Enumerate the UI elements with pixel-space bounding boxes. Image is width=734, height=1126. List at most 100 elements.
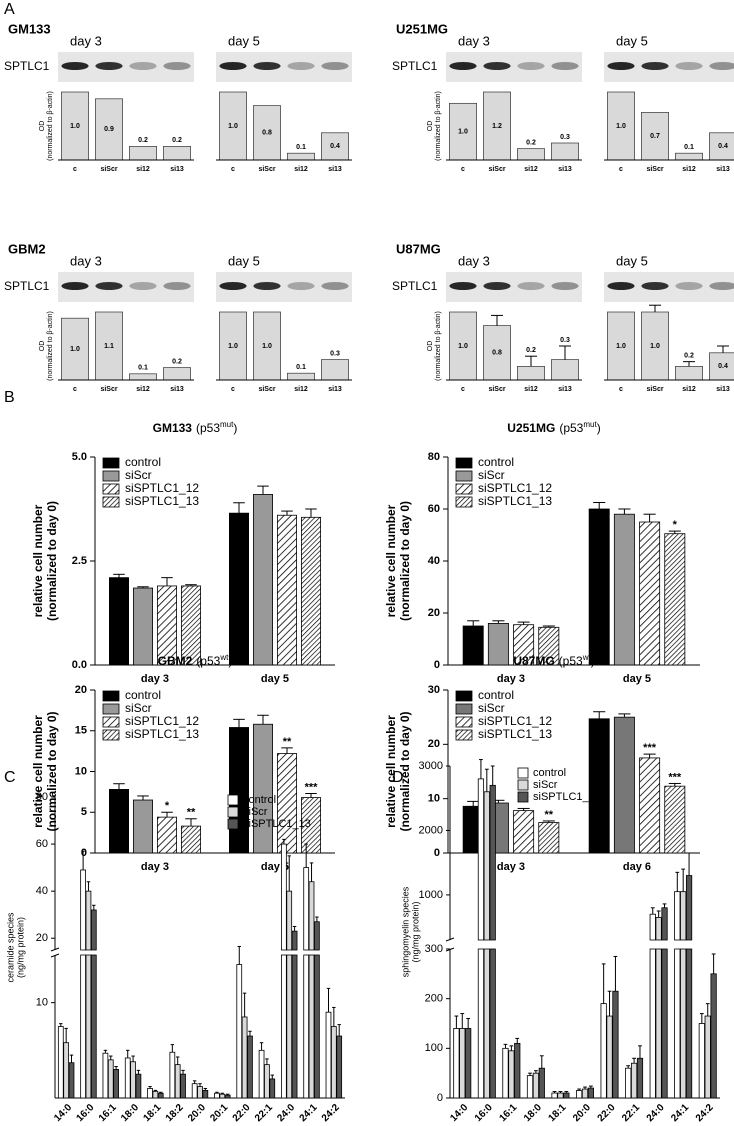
title-part: mut [583,420,597,429]
value-label: 0.4 [718,143,728,150]
bar [607,91,635,161]
blot-band [607,282,635,290]
y-tick-label: 20 [428,607,440,619]
x-tick-label: 22:1 [253,1102,275,1124]
bar [174,1064,181,1099]
bar [641,311,669,381]
x-tick-label: 18:0 [522,1102,544,1124]
bar-lower-part [661,948,668,1099]
blot-band [163,282,191,290]
bar [625,1067,632,1099]
value-label: 1.0 [70,123,80,130]
x-tick-label: c [619,166,623,173]
bar [613,716,635,854]
bar-lower-part [483,948,490,1099]
bar [588,718,610,854]
value-label: 1.0 [70,346,80,353]
bar [502,1047,509,1099]
legend-label: siScr [243,806,268,818]
chart-title: day 5 [616,33,648,48]
blot-band [675,282,703,290]
value-label: 1.0 [616,343,626,350]
legend-label: siSPTLC1_13 [125,494,199,508]
bar [453,1028,460,1099]
x-tick-label: si13 [716,166,730,173]
bar [526,1075,534,1099]
y-axis-label: (normalized to day 0) [398,711,412,831]
legend-label: siSPTLC1_13 [478,727,552,741]
blot-band [287,62,315,70]
blot-band [321,62,349,70]
bar-lower-part [80,954,86,1099]
bar [219,311,247,381]
chart-title: GBM2 (p53wt) [158,653,233,669]
cell-line-heading: U87MG [396,241,441,256]
bar [224,1094,231,1099]
bar [191,1083,198,1099]
bar-upper-part [308,881,315,951]
panel-label: D [392,769,404,786]
bar [252,723,273,854]
bar-upper-part [85,890,92,951]
y-tick-label: 300 [425,943,443,955]
bar [276,753,297,854]
bar [241,1016,248,1099]
x-tick-label: siScr [258,386,275,393]
significance-label: *** [643,742,657,754]
value-label: 0.1 [296,364,306,371]
bar [675,152,703,161]
value-label: 1.1 [104,343,114,350]
bar-lower-part [85,954,92,1099]
value-label: 0.8 [492,350,502,357]
bar-upper-part [489,784,496,941]
chart-title: day 3 [458,33,490,48]
legend-swatch [455,483,473,495]
x-tick-label: 24:1 [298,1102,320,1124]
x-tick-label: 24:1 [669,1102,691,1124]
y-tick-label: 0.0 [72,659,87,671]
bar-lower-part [477,948,485,1099]
bar [709,352,734,381]
title-part: (p53 [559,654,583,668]
x-tick-label: 18:2 [164,1102,186,1124]
bar [606,1015,613,1099]
cell-line-heading: U251MG [396,21,448,36]
x-tick-label: 18:0 [119,1102,141,1124]
bar [180,585,201,666]
significance-label: *** [668,771,682,783]
blot-label: SPTLC1 [4,59,50,73]
value-label: 0.7 [650,133,660,140]
y-axis-label: (normalized to β-actin) [435,311,442,381]
bar [462,625,484,666]
bar-upper-part [674,891,681,941]
chart-title: day 3 [70,253,102,268]
bar-lower-part [674,948,681,1099]
x-tick-label: 22:0 [231,1102,253,1124]
y-tick-label: 40 [36,885,48,897]
bar [698,1023,705,1099]
bar-upper-part [649,913,656,941]
bar [197,1086,203,1099]
blot-band [641,62,669,70]
bar [465,1028,472,1099]
bar-upper-part [281,843,287,951]
y-tick-label: 30 [428,684,440,696]
bar-lower-part [281,954,287,1099]
significance-label: *** [305,781,319,793]
bar [514,1042,521,1099]
chart-title: GM133 (p53mut) [153,420,238,436]
y-axis-label: relative cell number [384,504,398,617]
bar [557,1092,564,1099]
x-tick-label: 14:0 [448,1102,470,1124]
title-part: wt [219,653,229,662]
y-tick-label: 40 [428,555,440,567]
legend-label: siScr [125,468,152,482]
x-tick-label: 20:1 [208,1102,230,1124]
x-tick-label: day 3 [497,861,525,873]
x-tick-label: siScr [646,166,663,173]
y-tick-label: 15 [75,725,87,737]
bar-lower-part [655,948,662,1099]
x-tick-label: 24:0 [645,1102,667,1124]
bar [163,367,191,381]
value-label: 0.1 [684,144,694,151]
